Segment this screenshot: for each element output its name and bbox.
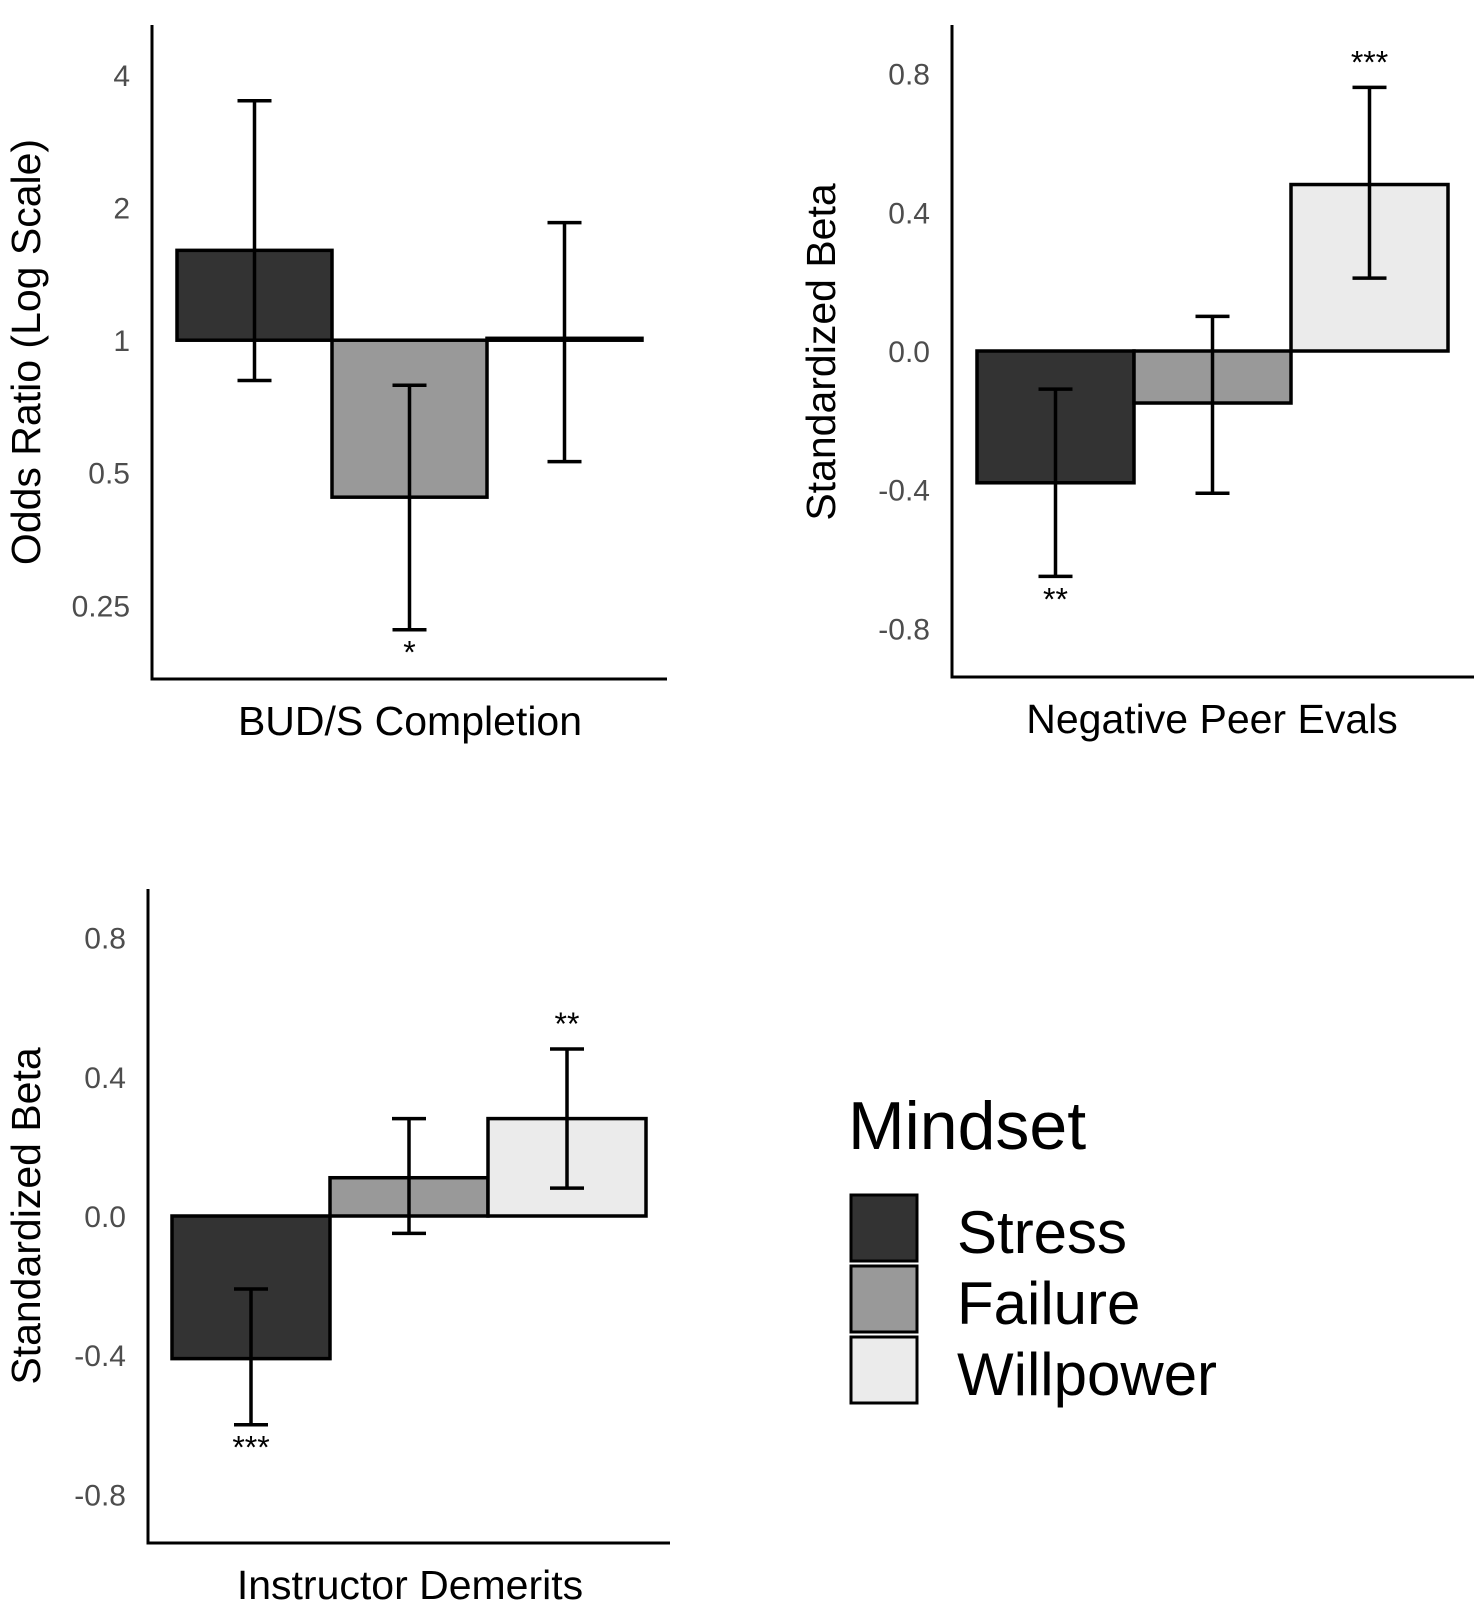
legend-label-stress: Stress xyxy=(957,1199,1127,1266)
significance-marker-stress: *** xyxy=(232,1430,269,1466)
legend: Mindset Stress Failure Willpower xyxy=(848,1088,1217,1408)
legend-swatch-failure xyxy=(849,1264,919,1334)
error-bar-stress xyxy=(234,1287,268,1427)
significance-marker-willpower: *** xyxy=(1351,44,1388,80)
y-tick-label: 0.8 xyxy=(84,923,126,956)
y-tick-label: 4 xyxy=(113,60,130,93)
x-axis-title: BUD/S Completion xyxy=(238,698,582,744)
error-bar-failure xyxy=(392,1116,426,1236)
panel-instructor-demerits: -0.8-0.40.00.40.8*****Instructor Demerit… xyxy=(3,889,670,1607)
significance-marker-stress: ** xyxy=(1043,581,1068,617)
significance-marker-willpower: ** xyxy=(555,1006,580,1042)
y-tick-label: -0.4 xyxy=(878,475,930,508)
error-bar-failure xyxy=(1195,314,1230,495)
error-bar-stress xyxy=(237,98,272,383)
y-axis-title: Standardized Beta xyxy=(3,1047,49,1385)
panel-negative-peer-evals: -0.8-0.40.00.40.8*****Negative Peer Eval… xyxy=(798,25,1474,742)
error-bar-willpower xyxy=(550,1047,584,1190)
y-tick-label: -0.8 xyxy=(74,1479,126,1512)
y-tick-label: 0.4 xyxy=(84,1062,126,1095)
y-tick-label: 0.0 xyxy=(84,1201,126,1234)
y-tick-label: -0.4 xyxy=(74,1340,126,1373)
error-bar-stress xyxy=(1038,387,1073,579)
legend-label-failure: Failure xyxy=(957,1270,1140,1337)
panel-bud-s-completion: 0.25 0.5 1 2 4 * BUD/S Completion Odds Ratio (L… xyxy=(3,25,667,744)
legend-swatch-willpower xyxy=(849,1335,919,1405)
legend-title: Mindset xyxy=(848,1088,1086,1164)
x-axis-title: Instructor Demerits xyxy=(237,1562,583,1607)
x-axis-title: Negative Peer Evals xyxy=(1026,696,1397,742)
error-bar-willpower xyxy=(547,220,582,464)
y-tick-label: 0.4 xyxy=(888,197,930,230)
y-tick-label: 2 xyxy=(113,193,130,226)
y-axis-title: Odds Ratio (Log Scale) xyxy=(3,139,49,565)
y-axis-title: Standardized Beta xyxy=(798,183,844,521)
legend-swatch-stress xyxy=(849,1193,919,1263)
y-tick-label: 1 xyxy=(113,325,130,358)
significance-marker-failure: * xyxy=(403,635,415,671)
y-tick-label: 0.25 xyxy=(72,590,130,623)
y-tick-label: 0.8 xyxy=(888,59,930,92)
y-tick-label: 0.0 xyxy=(888,336,930,369)
legend-label-willpower: Willpower xyxy=(957,1341,1217,1408)
error-bar-failure xyxy=(392,383,427,632)
y-tick-label: 0.5 xyxy=(88,458,130,491)
error-bar-willpower xyxy=(1352,85,1387,280)
y-tick-label: -0.8 xyxy=(878,613,930,646)
